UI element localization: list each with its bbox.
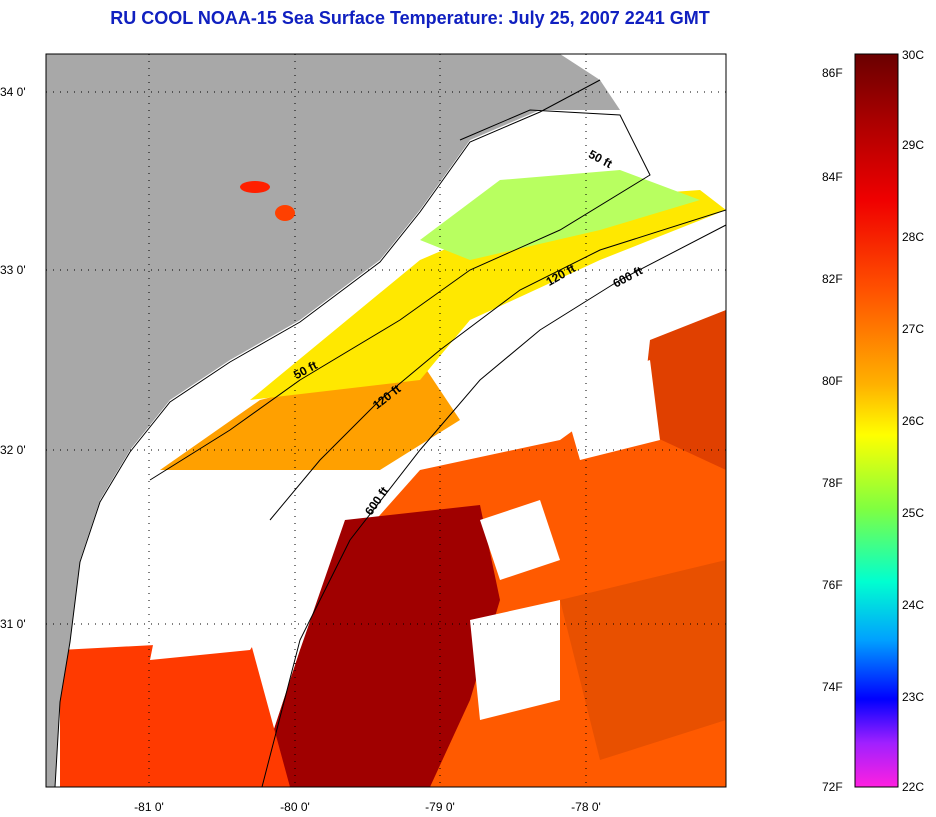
map-image (46, 54, 726, 787)
y-tick-label: 32 0' (0, 443, 26, 457)
x-tick-label: -79 0' (425, 800, 455, 814)
inland-water-patch (275, 205, 295, 221)
x-tick-label: -80 0' (280, 800, 310, 814)
colorbar-c-label: 23C (902, 690, 925, 704)
colorbar-f-label: 76F (822, 578, 843, 592)
colorbar-f-label: 82F (822, 272, 843, 286)
gulf-stream-core (255, 505, 500, 787)
shelf-water-yellow (250, 190, 726, 400)
map-frame (45, 53, 727, 788)
colorbar-c-label: 28C (902, 230, 925, 244)
map-title: RU COOL NOAA-15 Sea Surface Temperature:… (110, 8, 710, 28)
colorbar (854, 53, 899, 788)
colorbar-f-label: 86F (822, 66, 843, 80)
colorbar-c-label: 24C (902, 598, 925, 612)
coastline (54, 79, 601, 787)
southern-warm-water (60, 640, 290, 787)
x-tick-label: -78 0' (571, 800, 601, 814)
colorbar-c-label: 25C (902, 506, 925, 520)
land-mass (46, 54, 620, 787)
cloud-gap (560, 360, 660, 460)
y-tick-label: 31 0' (0, 617, 26, 631)
cloud-gap-northeast (600, 54, 726, 90)
cloud-gap (470, 600, 560, 720)
colorbar-f-label: 80F (822, 374, 843, 388)
colorbar-c-label: 30C (902, 48, 925, 62)
contour-600ft-line (261, 224, 726, 787)
inland-water-patch (240, 181, 270, 193)
shelf-water-green (420, 170, 700, 260)
eastern-warm-water (640, 310, 726, 470)
colorbar-c-label: 26C (902, 414, 925, 428)
colorbar-f-label: 72F (822, 780, 843, 794)
colorbar-c-label: 22C (902, 780, 925, 794)
colorbar-f-label: 74F (822, 680, 843, 694)
cloud-gap-north (460, 120, 620, 170)
cloud-gap (150, 470, 310, 660)
y-tick-label: 34 0' (0, 85, 26, 99)
y-tick-label: 33 0' (0, 263, 26, 277)
colorbar-c-label: 27C (902, 322, 925, 336)
colorbar-f-label: 84F (822, 170, 843, 184)
colorbar-c-label: 29C (902, 138, 925, 152)
contour-50ft-line (149, 109, 651, 481)
southeast-warm-water (560, 560, 726, 760)
colorbar-f-label: 78F (822, 476, 843, 490)
contour-120ft-line (269, 209, 726, 521)
x-tick-label: -81 0' (134, 800, 164, 814)
cloud-gap (480, 500, 560, 580)
shelf-water-orange (160, 360, 460, 470)
